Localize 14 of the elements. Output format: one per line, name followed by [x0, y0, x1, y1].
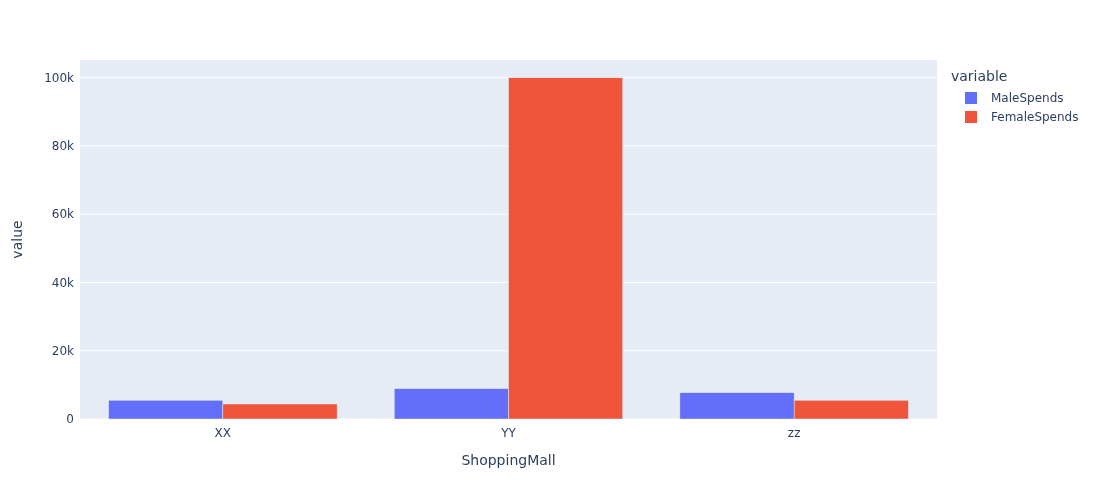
y-tick-label: 40k — [51, 275, 75, 290]
x-axis-title: ShoppingMall — [461, 452, 556, 468]
x-tick-label: zz — [787, 426, 801, 440]
x-tick-label: XX — [214, 426, 232, 440]
y-tick-label: 60k — [51, 207, 75, 222]
y-tick-label: 80k — [51, 139, 75, 154]
legend-label: MaleSpends — [991, 91, 1064, 106]
y-tick-label: 100k — [44, 70, 75, 85]
legend-label: FemaleSpends — [991, 110, 1079, 125]
y-tick-label: 20k — [51, 343, 75, 358]
y-tick-label: 0 — [66, 412, 74, 427]
y-axis-title: value — [9, 220, 25, 259]
x-tick-label: YY — [500, 426, 517, 440]
legend-title: variable — [951, 68, 1008, 84]
